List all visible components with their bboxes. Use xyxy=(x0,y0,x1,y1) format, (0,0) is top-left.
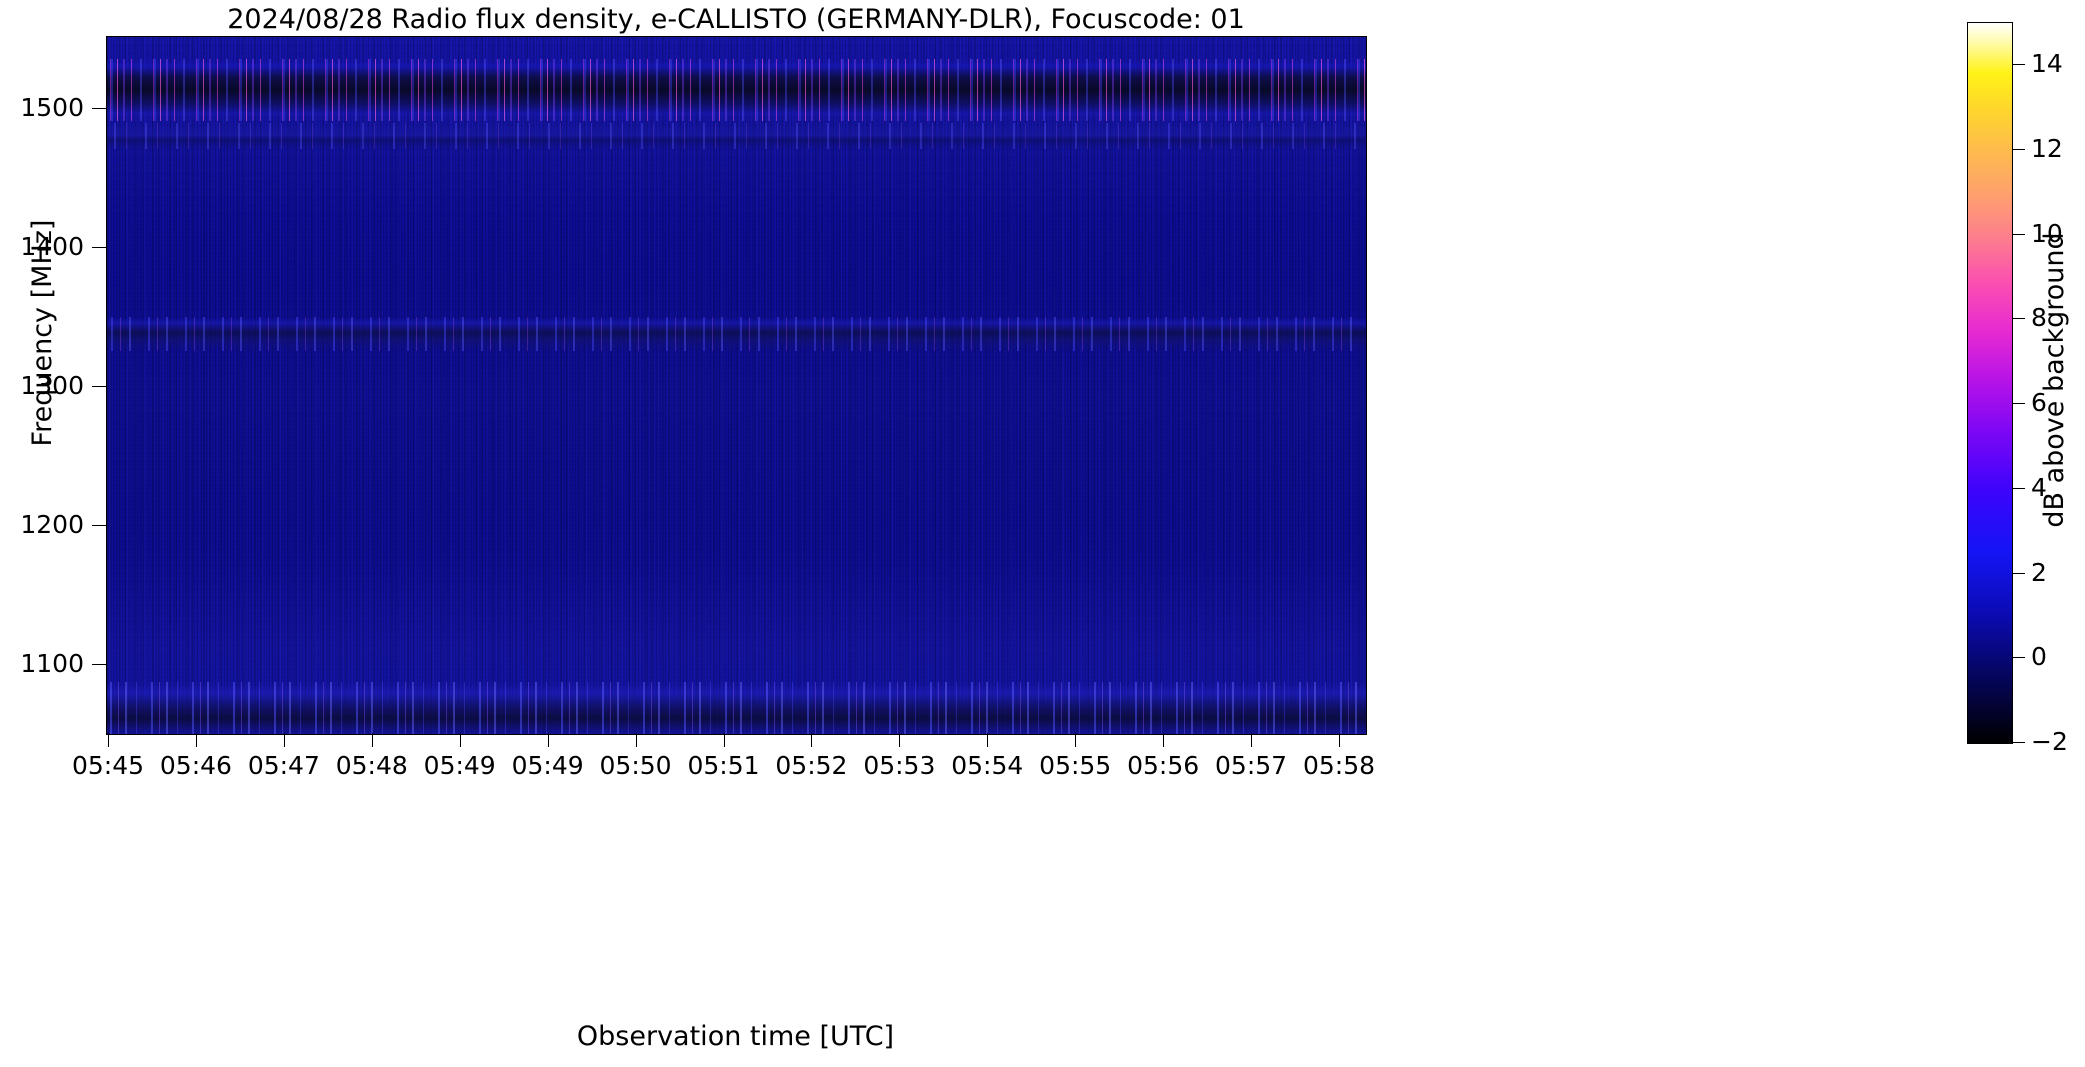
colorbar-tick-mark xyxy=(2012,64,2025,66)
x-tick-mark xyxy=(1339,733,1340,747)
x-tick-label: 05:51 xyxy=(687,751,760,780)
x-tick-label: 05:50 xyxy=(599,751,672,780)
x-tick-label: 05:47 xyxy=(247,751,320,780)
colorbar-tick-mark xyxy=(2012,233,2025,235)
y-tick-label: 1300 xyxy=(20,370,84,400)
x-tick-mark xyxy=(811,733,813,747)
y-tick-mark xyxy=(92,663,106,665)
spectrogram-image xyxy=(107,37,1366,734)
x-tick-label: 05:53 xyxy=(863,751,936,780)
y-tick-mark xyxy=(92,524,106,526)
colorbar-tick-label: 8 xyxy=(2031,303,2047,333)
x-tick-mark xyxy=(1163,733,1165,747)
x-tick-label: 05:45 xyxy=(71,751,145,780)
colorbar-tick-label: 4 xyxy=(2031,472,2047,502)
colorbar-tick-mark xyxy=(2012,403,2025,405)
colorbar-tick-label: −2 xyxy=(2031,727,2068,756)
x-tick-label: 05:46 xyxy=(159,751,232,780)
y-tick-mark xyxy=(92,108,106,110)
colorbar[interactable] xyxy=(1967,22,2013,744)
y-axis-label: Frequency [MHz] xyxy=(27,219,58,447)
colorbar-tick-mark xyxy=(2012,318,2025,320)
x-tick-mark xyxy=(195,733,197,747)
x-tick-label: 05:55 xyxy=(1039,751,1112,780)
y-tick-label: 1400 xyxy=(20,232,84,262)
x-tick-label: 05:57 xyxy=(1215,751,1288,780)
x-tick-label: 05:54 xyxy=(951,751,1024,780)
y-tick-label: 1500 xyxy=(20,93,84,123)
x-tick-mark xyxy=(987,733,989,747)
x-tick-mark xyxy=(1075,733,1077,747)
y-tick-mark xyxy=(92,385,106,387)
x-tick-label: 05:49 xyxy=(511,751,584,780)
x-tick-label: 05:48 xyxy=(335,751,408,780)
x-tick-mark xyxy=(899,733,901,747)
page-title: 2024/08/28 Radio flux density, e-CALLIST… xyxy=(227,4,1245,35)
x-tick-mark xyxy=(283,733,285,747)
colorbar-tick-label: 10 xyxy=(2031,218,2063,248)
spectrogram-axes[interactable] xyxy=(106,36,1367,735)
y-tick-label: 1100 xyxy=(20,648,84,678)
colorbar-tick-mark xyxy=(2012,149,2025,151)
colorbar-tick-mark xyxy=(2012,487,2025,489)
x-tick-label: 05:58 xyxy=(1302,751,1376,780)
noise-texture-vertical-secondary xyxy=(107,37,1366,734)
colorbar-tick-label: 14 xyxy=(2031,49,2063,79)
x-tick-label: 05:56 xyxy=(1127,751,1200,780)
colorbar-tick-label: 0 xyxy=(2031,642,2047,672)
spectrogram-background xyxy=(107,37,1366,734)
x-axis-label: Observation time [UTC] xyxy=(576,1021,895,1052)
x-tick-mark xyxy=(547,733,549,747)
colorbar-tick-label: 2 xyxy=(2031,557,2047,587)
colorbar-gradient xyxy=(1968,23,2012,743)
y-tick-label: 1200 xyxy=(20,509,84,539)
x-tick-mark xyxy=(635,733,637,747)
colorbar-tick-mark xyxy=(2012,572,2025,574)
x-tick-mark xyxy=(371,733,373,747)
x-tick-label: 05:52 xyxy=(775,751,848,780)
x-tick-label: 05:49 xyxy=(423,751,496,780)
x-tick-mark xyxy=(1251,733,1253,747)
noise-texture-horizontal xyxy=(107,37,1366,734)
x-tick-mark xyxy=(459,733,461,747)
colorbar-label: dB above background xyxy=(2039,232,2070,528)
x-tick-mark xyxy=(723,733,725,747)
x-tick-mark xyxy=(108,733,109,747)
colorbar-tick-label: 6 xyxy=(2031,388,2047,418)
colorbar-tick-mark xyxy=(2012,742,2025,743)
colorbar-tick-label: 12 xyxy=(2031,134,2063,164)
noise-texture-vertical xyxy=(107,37,1366,734)
y-tick-mark xyxy=(92,247,106,249)
colorbar-tick-mark xyxy=(2012,657,2025,659)
